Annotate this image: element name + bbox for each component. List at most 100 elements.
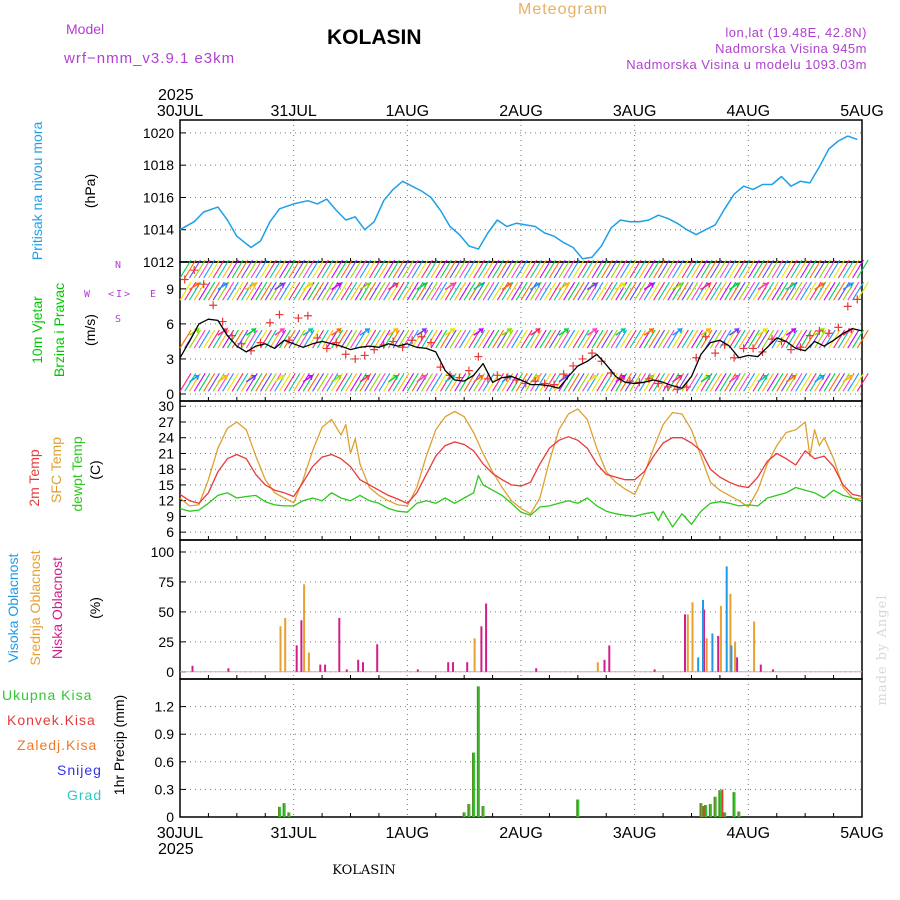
pressure-tick-label: 1012 <box>143 254 174 270</box>
precip-total-bar-shade <box>576 799 578 817</box>
gust-marker <box>805 331 814 340</box>
wind-barb <box>634 259 647 279</box>
top-date-label: 3AUG <box>613 103 657 120</box>
chart-kind-title: Meteogram <box>518 1 608 18</box>
wind-arrow <box>586 327 598 336</box>
cloud-mid-bar <box>705 638 708 672</box>
wind-barb <box>747 373 760 392</box>
wind-barb <box>705 281 718 301</box>
wind-barb <box>771 259 784 279</box>
wind-arrow <box>189 281 200 291</box>
wind-barb <box>558 329 571 349</box>
wind-barb <box>212 259 225 279</box>
wind-barb <box>563 259 576 279</box>
wind-barb <box>667 373 680 392</box>
gust-marker <box>209 301 218 310</box>
wind-barb <box>316 259 329 279</box>
wind-barb <box>184 259 197 279</box>
wind-barb <box>255 281 268 301</box>
cloud-low-bar <box>684 614 686 672</box>
wind-barb <box>198 259 211 279</box>
wind-barb <box>681 329 694 349</box>
wind-barb <box>534 329 547 349</box>
precip-tick-label: 0 <box>166 809 174 825</box>
wind-barb <box>544 281 557 301</box>
wind-barb <box>406 373 419 392</box>
wind-barb <box>350 373 362 392</box>
wind-barb <box>520 259 533 279</box>
wind-barb <box>421 373 434 392</box>
precip-total-bar-shade <box>282 803 285 817</box>
wind-barb <box>335 259 348 279</box>
wind-barb <box>179 259 192 279</box>
year-bottom: 2025 <box>158 841 194 858</box>
wind-barb <box>397 373 410 392</box>
wind-barb <box>553 259 566 279</box>
wind-barb <box>776 329 789 349</box>
wind-arrow <box>814 281 825 291</box>
wind-barb <box>511 373 523 392</box>
wind-barb <box>496 329 509 349</box>
wind-barb <box>345 373 358 392</box>
gust-marker <box>701 332 710 341</box>
gust-marker <box>275 310 284 319</box>
wind-barb <box>321 259 334 279</box>
gust-marker <box>303 311 312 320</box>
wind-barb <box>847 281 860 301</box>
temp-tick-label: 27 <box>158 414 174 430</box>
cloud-low-bar <box>362 662 364 672</box>
wind-barb <box>179 373 192 392</box>
wind-barb <box>264 281 277 301</box>
wind-barb <box>425 329 438 349</box>
wind-barb <box>435 259 448 279</box>
wind-arrow <box>785 374 797 383</box>
wind-arrow <box>274 374 285 383</box>
gust-marker <box>569 361 578 370</box>
wind-barb <box>226 259 239 279</box>
wind-barb <box>691 373 703 392</box>
cloud-panel: 0 25 50 75 100 <box>151 539 863 680</box>
gust-marker <box>313 333 322 342</box>
wind-barb <box>553 281 566 301</box>
wind-barb <box>610 329 623 349</box>
wind-barb <box>189 329 201 349</box>
bottom-date-label: 2AUG <box>499 825 543 842</box>
wind-barb <box>757 259 770 279</box>
pressure-tick-label: 1014 <box>143 222 174 238</box>
wind-barb <box>269 281 282 301</box>
wind-barb <box>714 281 727 301</box>
wind-barb <box>406 259 419 279</box>
cloud-low-baseline-bar <box>416 669 419 672</box>
bottom-time-axis: 30JUL 31JUL 1AUG 2AUG 3AUG 4AUG 5AUG <box>157 825 884 842</box>
wind-barb <box>724 373 737 392</box>
wind-barb <box>638 329 651 349</box>
wind-barb <box>823 281 836 301</box>
precip-label-conv: Konvek.Kisa <box>7 712 96 728</box>
wind-arrow <box>387 374 399 383</box>
wind-barb <box>795 329 808 349</box>
wind-barb <box>293 281 306 301</box>
wind-barb <box>364 329 377 349</box>
wind-barb <box>686 259 699 279</box>
gust-marker <box>578 354 587 363</box>
wind-barb <box>548 259 561 279</box>
wind-barb <box>492 373 505 392</box>
wind-arrow <box>530 327 541 336</box>
cloud-low-bar <box>608 645 611 672</box>
precip-label-hail: Grad <box>67 787 102 803</box>
temp-tick-label: 18 <box>158 461 174 477</box>
wind-barb <box>260 259 272 279</box>
wind-barb <box>818 373 831 392</box>
wind-barb <box>340 329 353 349</box>
wind-barb <box>293 259 306 279</box>
footer-station: KOLASIN <box>332 863 395 878</box>
wind-barb <box>728 259 741 279</box>
wind-barb <box>530 259 542 279</box>
precip-total-bar-shade <box>732 792 735 817</box>
wind-barb <box>241 329 254 349</box>
wind-barb <box>743 281 756 301</box>
wind-barb <box>828 373 841 392</box>
wind-barb <box>856 373 869 392</box>
wind-barb <box>492 281 505 301</box>
wind-arrow <box>387 327 399 336</box>
